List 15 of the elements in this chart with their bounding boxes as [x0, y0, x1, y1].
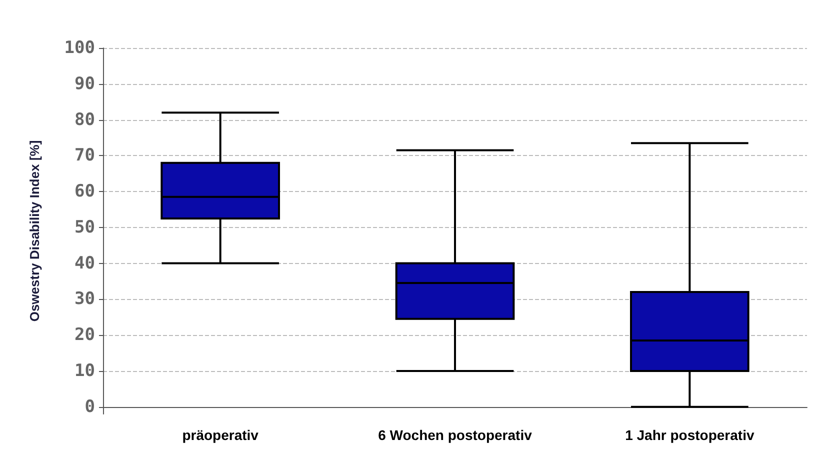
y-tick-label: 60 — [74, 182, 95, 202]
y-tick-label: 100 — [64, 38, 95, 58]
y-tick-label: 30 — [74, 289, 95, 310]
y-tick-label: 90 — [74, 74, 95, 94]
x-tick-label: 1 Jahr postoperativ — [625, 427, 754, 443]
y-tick-label: 0 — [84, 396, 95, 417]
x-tick-label: 6 Wochen postoperativ — [378, 427, 532, 443]
x-tick-label: präoperativ — [182, 427, 259, 443]
y-tick-label: 20 — [74, 325, 95, 346]
y-axis-title: Oswestry Disability Index [%] — [27, 140, 42, 322]
y-tick-label: 50 — [74, 217, 95, 238]
y-tick-label: 40 — [74, 253, 95, 274]
y-tick-label: 70 — [74, 146, 95, 166]
y-tick-label: 80 — [74, 110, 95, 130]
y-tick-label: 10 — [74, 360, 95, 381]
